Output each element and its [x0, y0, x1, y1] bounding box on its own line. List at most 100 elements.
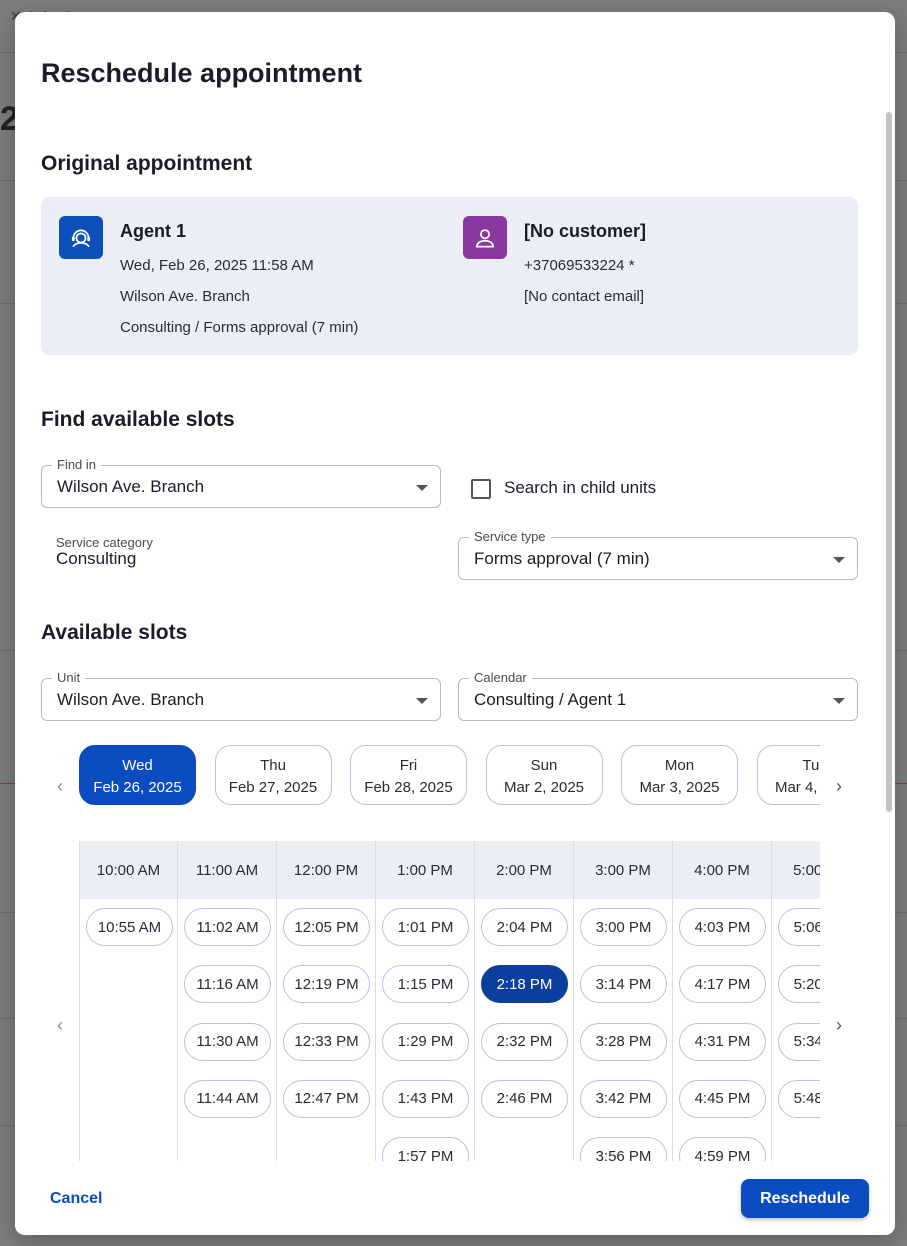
time-slot[interactable]: 4:31 PM — [679, 1022, 766, 1061]
time-slot[interactable]: 1:29 PM — [382, 1022, 469, 1061]
child-units-label[interactable]: Search in child units — [504, 478, 657, 497]
calendar-value: Consulting / Agent 1 — [474, 690, 627, 709]
time-slot[interactable]: 3:42 PM — [580, 1079, 667, 1118]
child-units-checkbox[interactable] — [471, 479, 491, 499]
time-slot[interactable]: 12:19 PM — [283, 965, 370, 1004]
slots-next-icon[interactable]: › — [836, 1014, 842, 1035]
time-slot[interactable]: 12:47 PM — [283, 1079, 370, 1118]
background-number: 2 — [0, 100, 19, 138]
unit-select[interactable]: Unit Wilson Ave. Branch — [41, 670, 441, 721]
date-chip-day: Sun — [530, 757, 558, 774]
hour-column: 1:00 PM 1:01 PM 1:15 PM 1:29 PM 1:43 PM 1:57 … — [376, 841, 475, 1161]
scrollbar[interactable] — [886, 112, 892, 812]
find-slots-title: Find available slots — [41, 408, 235, 431]
time-slot[interactable]: 4:45 PM — [679, 1079, 766, 1118]
time-slot[interactable]: 2:18 PM — [481, 965, 568, 1004]
slots-prev-icon[interactable]: ‹ — [57, 1014, 63, 1035]
date-chip-date: Mar 3, 2025 — [639, 779, 720, 796]
date-chip-date: Feb 27, 2025 — [228, 779, 318, 796]
time-slot[interactable]: 4:59 PM — [679, 1137, 766, 1161]
time-slot[interactable]: 5:48 PM — [778, 1079, 820, 1118]
time-slot[interactable]: 12:05 PM — [283, 908, 370, 946]
appointment-service: Consulting / Forms approval (7 min) — [120, 319, 359, 336]
hour-column: 3:00 PM 3:00 PM 3:14 PM 3:28 PM 3:42 PM 3:56 … — [574, 841, 673, 1161]
service-category-label: Service category — [56, 535, 153, 550]
hour-header: 5:00 PM — [772, 841, 820, 899]
unit-label: Unit — [52, 670, 86, 685]
time-slot[interactable]: 4:17 PM — [679, 965, 766, 1004]
hour-column: 2:00 PM 2:04 PM 2:18 PM 2:32 PM 2:46 PM — [475, 841, 574, 1161]
chevron-down-icon — [833, 557, 845, 563]
hour-header: 11:00 AM — [178, 841, 276, 899]
hour-header: 12:00 PM — [277, 841, 375, 899]
available-slots-title: Available slots — [41, 621, 188, 644]
calendar-select[interactable]: Calendar Consulting / Agent 1 — [458, 670, 858, 721]
date-chip-day: Tue — [802, 757, 820, 774]
person-icon — [463, 216, 507, 259]
time-slot[interactable]: 3:56 PM — [580, 1137, 667, 1161]
time-slot[interactable]: 11:30 AM — [184, 1022, 271, 1061]
hour-column: 10:00 AM 10:55 AM — [79, 841, 178, 1161]
date-chip[interactable]: Wed Feb 26, 2025 — [79, 745, 196, 805]
time-slot[interactable]: 11:16 AM — [184, 965, 271, 1004]
date-chip-date: Mar 4, 2025 — [774, 779, 820, 796]
find-in-value: Wilson Ave. Branch — [57, 477, 205, 496]
customer-email: [No contact email] — [524, 288, 645, 305]
appointment-branch: Wilson Ave. Branch — [120, 288, 250, 305]
time-slot[interactable]: 2:04 PM — [481, 908, 568, 946]
date-chip[interactable]: Thu Feb 27, 2025 — [214, 745, 332, 805]
date-chip[interactable]: Fri Feb 28, 2025 — [350, 745, 467, 805]
unit-value: Wilson Ave. Branch — [57, 690, 205, 709]
time-slot[interactable]: 2:46 PM — [481, 1079, 568, 1118]
time-slot[interactable]: 1:57 PM — [382, 1137, 469, 1161]
calendar-label: Calendar — [469, 670, 532, 685]
support-agent-icon — [59, 216, 103, 259]
time-slot[interactable]: 1:15 PM — [382, 965, 469, 1004]
find-in-select[interactable]: Find in Wilson Ave. Branch — [41, 457, 441, 508]
dialog-scroll-body[interactable]: Original appointment Agent 1 Wed, Feb 26… — [15, 108, 895, 1161]
time-slot[interactable]: 5:34 PM — [778, 1022, 820, 1061]
date-chip-date: Feb 28, 2025 — [364, 779, 453, 796]
dates-prev-icon[interactable]: ‹ — [57, 775, 63, 796]
time-slot[interactable]: 11:02 AM — [184, 908, 271, 946]
date-chip[interactable]: Sun Mar 2, 2025 — [485, 745, 603, 805]
time-slot[interactable]: 12:33 PM — [283, 1022, 370, 1061]
date-chip-date: Mar 2, 2025 — [503, 779, 585, 796]
time-slot[interactable]: 1:43 PM — [382, 1079, 469, 1118]
hour-column: 4:00 PM 4:03 PM 4:17 PM 4:31 PM 4:45 PM 4:59 … — [673, 841, 772, 1161]
customer-name: [No customer] — [524, 221, 647, 241]
time-slot[interactable]: 3:28 PM — [580, 1022, 667, 1061]
time-slot[interactable]: 3:00 PM — [580, 908, 667, 946]
time-slot[interactable]: 5:06 PM — [778, 908, 820, 946]
hour-column: 5:00 PM 5:06 PM 5:20 PM 5:34 PM 5:48 PM — [772, 841, 820, 1161]
time-slot[interactable]: 4:03 PM — [679, 908, 766, 946]
customer-phone: +37069533224 * — [524, 257, 635, 274]
service-type-value: Forms approval (7 min) — [474, 549, 650, 568]
find-in-label: Find in — [52, 457, 102, 472]
dates-next-icon[interactable]: › — [836, 775, 842, 796]
time-slot[interactable]: 11:44 AM — [184, 1079, 271, 1118]
service-type-select[interactable]: Service type Forms approval (7 min) — [458, 529, 858, 580]
time-slot-grid: 10:00 AM 10:55 AM 11:00 AM 11:02 AM 11:16 AM… — [79, 841, 820, 1161]
original-appointment-card: Agent 1 Wed, Feb 26, 2025 11:58 AM Wilso… — [41, 197, 858, 355]
date-chip[interactable]: Mon Mar 3, 2025 — [621, 745, 738, 805]
date-chip[interactable]: Tue Mar 4, 2025 — [756, 745, 820, 805]
date-chip-day: Wed — [122, 757, 153, 774]
hour-header: 4:00 PM — [673, 841, 771, 899]
original-appointment-title: Original appointment — [41, 152, 253, 175]
time-slot[interactable]: 2:32 PM — [481, 1022, 568, 1061]
cancel-button[interactable]: Cancel — [37, 1184, 115, 1214]
dialog-footer: Cancel Reschedule — [15, 1161, 895, 1235]
date-strip: Wed Feb 26, 2025 Thu Feb 27, 2025 Fri Feb 28,… — [79, 745, 820, 807]
chevron-down-icon — [416, 485, 428, 491]
hour-header: 1:00 PM — [376, 841, 474, 899]
agent-name: Agent 1 — [120, 221, 187, 241]
reschedule-button[interactable]: Reschedule — [741, 1179, 869, 1218]
hour-header: 10:00 AM — [80, 841, 177, 899]
time-slot[interactable]: 3:14 PM — [580, 965, 667, 1004]
time-slot[interactable]: 10:55 AM — [86, 908, 173, 946]
hour-header: 2:00 PM — [475, 841, 573, 899]
appointment-datetime: Wed, Feb 26, 2025 11:58 AM — [120, 257, 314, 274]
time-slot[interactable]: 1:01 PM — [382, 908, 469, 946]
time-slot[interactable]: 5:20 PM — [778, 965, 820, 1004]
